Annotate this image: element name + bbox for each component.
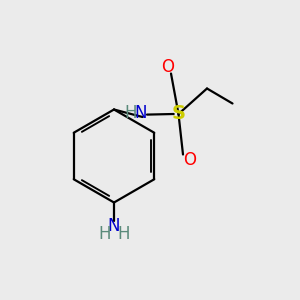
Text: N: N (134, 104, 147, 122)
Text: H: H (124, 104, 137, 122)
Text: H: H (117, 225, 130, 243)
Text: N: N (108, 217, 120, 235)
Text: O: O (183, 151, 196, 169)
Text: S: S (172, 103, 185, 123)
Text: H: H (98, 225, 111, 243)
Text: O: O (161, 58, 175, 76)
